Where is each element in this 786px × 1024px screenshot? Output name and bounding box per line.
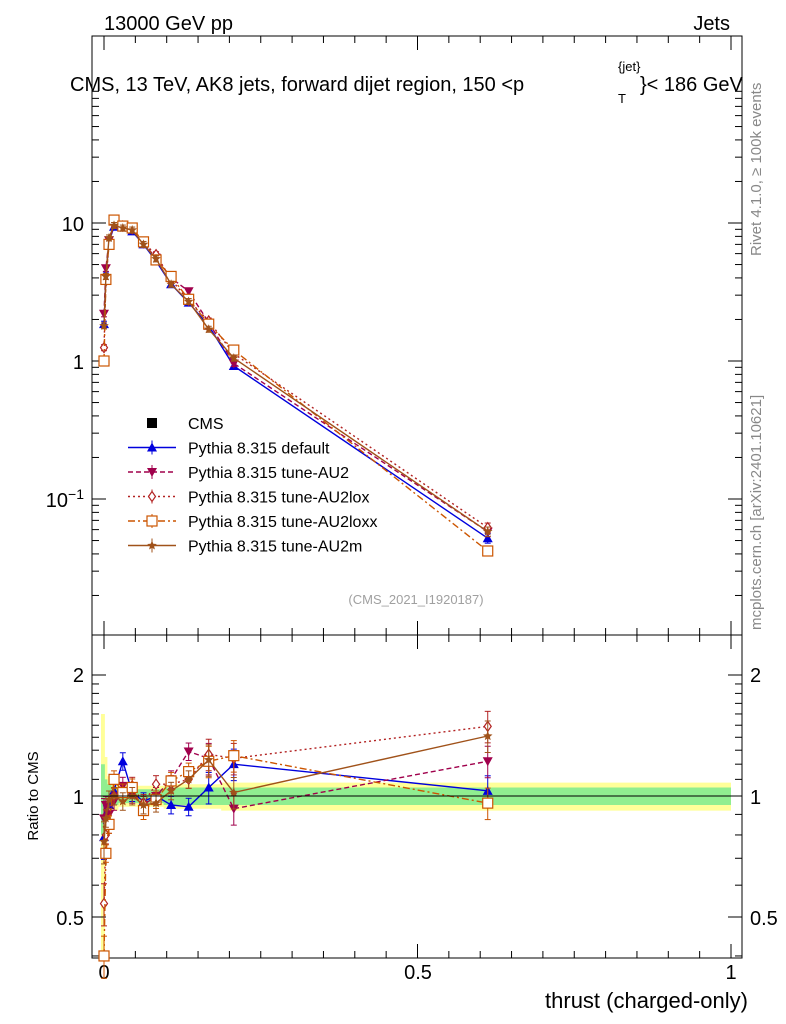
data-point [166, 785, 176, 795]
data-point [104, 232, 114, 242]
data-point [138, 800, 149, 809]
ratio-ytick-label-right-2: 2 [750, 665, 761, 687]
data-point [147, 468, 157, 477]
series-au2m [99, 220, 493, 538]
legend: CMS Pythia 8.315 default Pythia 8.315 tune… [128, 416, 377, 556]
data-point [183, 774, 194, 784]
ratio-uncertainty-bands [101, 714, 731, 956]
series-au2lox [99, 710, 492, 927]
data-point [183, 747, 194, 757]
legend-entry-au2loxx: Pythia 8.315 tune-AU2loxx [128, 514, 377, 531]
xtick-label-0p5: 0.5 [404, 962, 432, 984]
ratio-ytick-label-right-1: 1 [750, 787, 761, 809]
data-point [166, 279, 176, 289]
ratio-band-inner [101, 764, 731, 835]
main-ytick-label-1: 1 [73, 352, 84, 374]
data-point [146, 515, 158, 527]
legend-label: Pythia 8.315 tune-AU2loxx [188, 514, 377, 531]
series-au2loxx [98, 740, 494, 979]
legend-entry-default: Pythia 8.315 default [128, 440, 330, 458]
data-point [229, 787, 239, 797]
legend-label: Pythia 8.315 default [188, 441, 330, 458]
data-point [151, 798, 161, 808]
data-point [203, 782, 214, 792]
legend-label: Pythia 8.315 tune-AU2m [188, 539, 362, 556]
legend-entry-data: CMS [147, 416, 224, 433]
legend-entry-au2lox: Pythia 8.315 tune-AU2lox [128, 489, 369, 507]
ratio-ytick-label-1: 1 [73, 787, 84, 809]
data-point [101, 813, 111, 823]
data-point [101, 271, 111, 281]
data-point [104, 794, 114, 804]
data-point [183, 287, 194, 297]
ratio-y-axis-label: Ratio to CMS [25, 751, 42, 840]
data-point [204, 754, 214, 764]
header-jets-label: Jets [693, 13, 730, 35]
data-point [151, 253, 161, 263]
analysis-watermark: (CMS_2021_I1920187) [348, 592, 483, 607]
title-subscript: T [618, 91, 626, 106]
data-point [151, 778, 161, 791]
x-axis-label: thrust (charged-only) [545, 988, 748, 1013]
data-point [147, 490, 157, 503]
title-main: CMS, 13 TeV, AK8 jets, forward dijet reg… [70, 74, 524, 96]
data-point [147, 540, 157, 550]
main-ytick-label-10: 10 [62, 214, 84, 236]
legend-entry-au2: Pythia 8.315 tune-AU2 [128, 465, 349, 482]
plot-title: CMS, 13 TeV, AK8 jets, forward dijet reg… [70, 74, 524, 96]
main-series-group [98, 214, 494, 557]
data-point [483, 526, 493, 536]
data-point [229, 353, 239, 363]
main-ytick-label-0p1: 10−1 [46, 486, 84, 512]
data-point [482, 533, 493, 543]
data-point [100, 847, 112, 859]
legend-label: Pythia 8.315 tune-AU2lox [188, 490, 369, 507]
data-point [482, 797, 494, 809]
ratio-ytick-label-2: 2 [73, 665, 84, 687]
legend-label: CMS [188, 416, 224, 433]
data-point [228, 750, 240, 762]
mcplots-label: mcplots.cern.ch [arXiv:2401.10621] [748, 395, 765, 630]
data-point [99, 836, 109, 846]
data-point [183, 296, 194, 306]
rivet-version-label: Rivet 4.1.0, ≥ 100k events [748, 83, 765, 256]
title-tail: }< 186 GeV [640, 74, 744, 96]
legend-entry-au2m: Pythia 8.315 tune-AU2m [128, 538, 362, 556]
legend-label: Pythia 8.315 tune-AU2 [188, 465, 349, 482]
series-line-au2 [103, 224, 489, 533]
data-point [482, 757, 493, 767]
data-point [118, 796, 128, 806]
series-line-au2lox [103, 725, 488, 904]
ratio-series-group [98, 710, 494, 979]
data-point [138, 239, 149, 249]
data-point [98, 355, 110, 367]
data-point [483, 731, 493, 741]
ratio-ytick-label-right-0p5: 0.5 [750, 908, 778, 930]
data-point [166, 799, 177, 809]
ratio-ytick-label-0p5: 0.5 [56, 908, 84, 930]
title-superscript: {jet} [618, 59, 641, 74]
data-point [482, 545, 494, 557]
data-point [117, 756, 128, 766]
data-point [118, 223, 128, 232]
data-point [108, 773, 120, 785]
data-point [183, 801, 194, 811]
data-point [98, 950, 110, 962]
xtick-label-1: 1 [725, 962, 736, 984]
data-point [99, 897, 109, 910]
data-point [204, 324, 214, 334]
data-point [127, 225, 137, 234]
series-line-au2m [103, 224, 489, 533]
data-point [109, 220, 119, 230]
data-point [147, 442, 157, 452]
header-energy-label: 13000 GeV pp [104, 13, 233, 35]
ratio-band-outer [101, 714, 731, 956]
main-axes [92, 36, 742, 635]
data-point [147, 418, 157, 428]
data-point [99, 341, 109, 354]
data-point [99, 320, 109, 330]
